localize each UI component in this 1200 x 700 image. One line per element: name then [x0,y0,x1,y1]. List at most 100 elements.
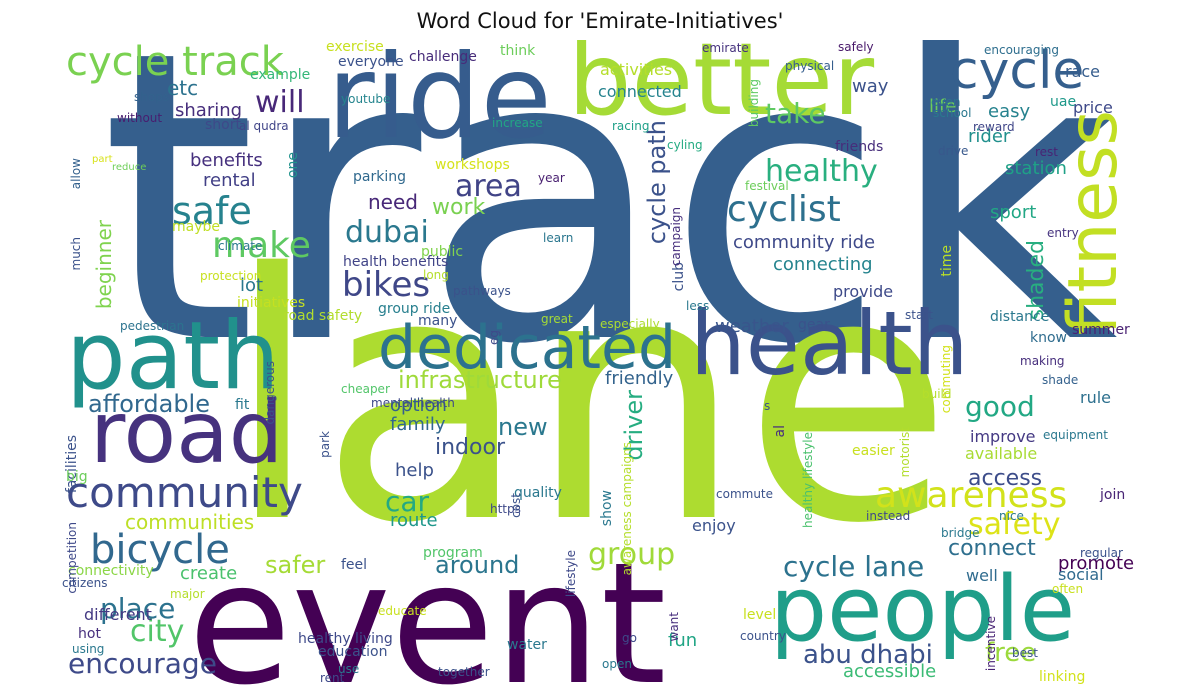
word-healthy-living: healthy living [298,631,393,647]
word-regular: regular [1080,546,1123,560]
word-encouraging: encouraging [984,43,1059,57]
word-pathways: pathways [453,284,511,298]
word-cyling: cyling [667,138,703,152]
word-race: race [1065,62,1101,81]
word-great: great [541,312,573,326]
word-much: much [69,237,83,271]
word-indoor: indoor [435,435,505,460]
word-etc: etc [167,76,199,100]
word-want: want [667,612,681,642]
word-shade: shade [1042,373,1079,387]
word-sharing: sharing [175,100,243,121]
word-pedestrian: pedestrian [120,319,185,333]
word-long: long [423,268,449,282]
word-connected: connected [598,82,682,101]
word-life: life [929,96,957,117]
word-group-ride: group ride [378,301,451,317]
word-short: short [205,117,241,133]
word-cycle: cycle [950,41,1085,101]
word-bridge: bridge [941,526,980,540]
word-part: part [92,154,113,165]
word-motorist: motorist [898,427,912,478]
word-will: will [255,85,305,120]
word-maybe: maybe [172,219,221,235]
word-ride: ride [327,40,552,165]
word-less: less [686,299,710,313]
word-beginner: beginner [92,220,116,310]
word-abu-dhabi: abu dhabi [803,640,933,670]
word-time: time [939,245,955,277]
word-start: start [905,308,933,322]
word-making: making [1020,354,1065,368]
word-cloud-area: track lane event ride better path health road pe… [60,40,1140,692]
word-festival: festival [745,179,789,193]
word-route: route [390,510,438,531]
word-parking: parking [353,169,406,185]
word-al-qudra: al qudra [239,119,289,133]
word-nice: nice [999,509,1024,523]
word-event: event [188,526,667,692]
word-exercise: exercise [326,40,384,55]
word-improve: improve [970,427,1036,446]
word-price: price [1073,98,1113,117]
word-car: car [385,485,430,518]
word-emirate: emirate [702,41,749,55]
word-one: one [285,152,301,179]
word-bicycle: bicycle [90,527,230,573]
word-best: best [1012,646,1038,660]
word-citizens: citizens [62,576,108,590]
word-available: available [965,444,1038,463]
word-even: even [931,95,961,109]
word-summer: summer [1072,322,1130,338]
word-easy: easy [988,101,1031,122]
word-initiatives: initiatives [237,295,306,311]
word-racing: racing [612,119,650,133]
word-fun: fun [668,630,698,651]
word-friends: friends [835,139,884,155]
word-dedicated: dedicated [378,313,677,383]
word-country: country [740,629,786,643]
word-family: family [390,414,446,435]
word-workshops: workshops [435,157,510,173]
word-take: take [765,97,826,130]
word-connectivity: connectivity [68,563,154,579]
word-healthy: healthy [765,154,878,189]
word-awareness: awareness [875,475,1068,516]
word-provide: provide [833,282,894,301]
word-enjoy: enjoy [692,516,736,535]
word-place: place [100,592,176,625]
word-connecting: connecting [773,254,873,275]
word-rest: rest [1035,145,1059,159]
word-promote: promote [1058,553,1135,574]
word-think: think [500,43,536,59]
word-fit: fit [235,397,250,413]
word-know: know [1030,330,1067,346]
word-connect: connect [948,536,1036,561]
word-campaign: campaign [669,207,683,267]
word-especially: especially [600,317,660,331]
word-need: need [368,190,418,214]
word-make: make [212,225,311,266]
word-together: together [438,665,490,679]
word-public: public [421,244,464,260]
word-health-benefits: health benefits [343,254,449,270]
word-example: example [250,67,311,83]
word-access: access [968,466,1043,491]
word-youtube: youtube [341,92,391,106]
word-healthy-lifestyle: healthy lifestyle [801,432,815,528]
word-al: al [772,425,788,438]
word-safely: safely [838,40,874,54]
word-educate: educate [378,604,427,618]
word-water: water [507,637,547,653]
word-bikes: bikes [342,265,431,305]
word-s: s [764,399,771,413]
word-everyone: everyone [338,54,404,70]
word-use: use [338,662,360,676]
word-way: way [852,76,889,97]
word-go: go [622,631,637,645]
word-help: help [395,460,434,481]
word-accessible: accessible [843,661,937,682]
word-lot: lot [240,275,264,296]
word-hot: hot [78,626,101,642]
